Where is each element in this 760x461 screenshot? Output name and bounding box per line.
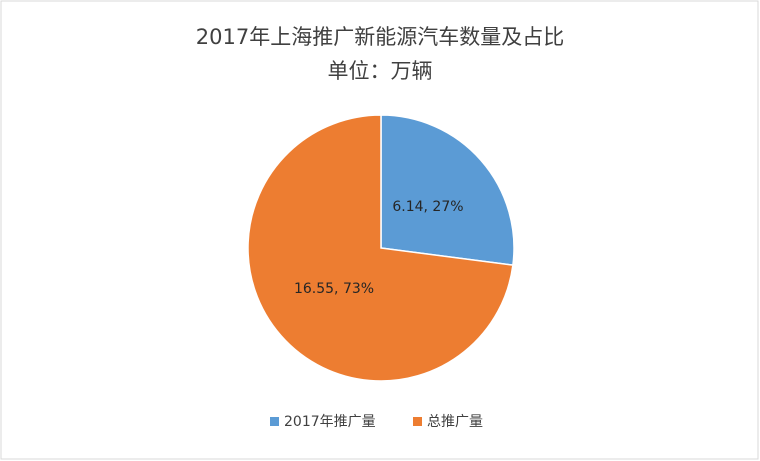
legend-swatch: [270, 417, 279, 426]
data-label: 6.14, 27%: [392, 199, 463, 215]
legend-label: 总推广量: [427, 414, 483, 430]
pie-slice: [380, 114, 515, 267]
chart-subtitle: 单位：万辆: [328, 59, 433, 83]
pie-slice: [247, 114, 514, 382]
data-label: 16.55, 73%: [294, 281, 374, 297]
chart-title: 2017年上海推广新能源汽车数量及占比: [196, 25, 564, 49]
legend-swatch: [413, 417, 422, 426]
legend-label: 2017年推广量: [284, 414, 376, 430]
